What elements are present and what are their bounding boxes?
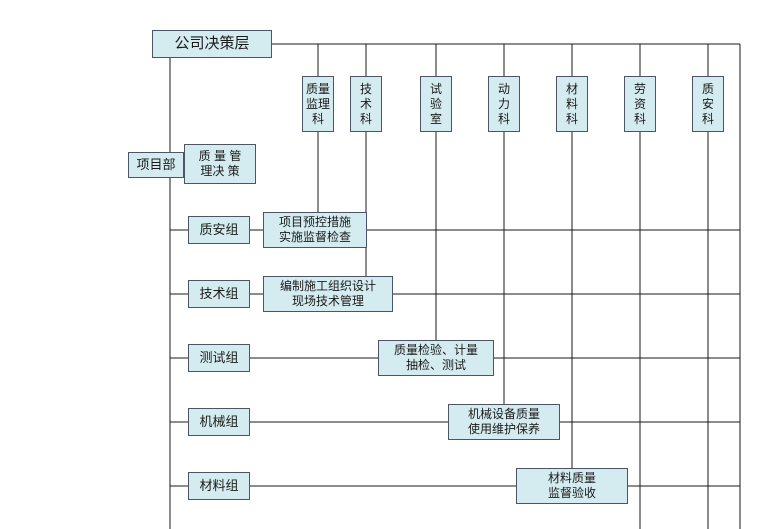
node-label: 机械设备质量 使用维护保养 <box>468 407 540 437</box>
node-label: 测试组 <box>199 350 238 366</box>
node-label: 技 术 科 <box>360 82 372 127</box>
node-dept_mat: 材 料 科 <box>556 76 588 132</box>
node-grp_mach: 机械组 <box>188 408 250 436</box>
node-label: 试 验 室 <box>430 82 442 127</box>
node-grp_tech_d: 编制施工组织设计 现场技术管理 <box>263 276 393 312</box>
node-top: 公司决策层 <box>152 30 272 58</box>
node-grp_qa: 质安组 <box>188 216 250 244</box>
node-proj: 项目部 <box>128 152 184 178</box>
node-label: 编制施工组织设计 现场技术管理 <box>280 279 376 309</box>
node-label: 质量 监理 科 <box>306 82 330 127</box>
node-grp_mach_d: 机械设备质量 使用维护保养 <box>448 404 560 440</box>
node-label: 机械组 <box>199 414 238 430</box>
node-grp_mat: 材料组 <box>188 472 250 500</box>
node-grp_test: 测试组 <box>188 344 250 372</box>
node-label: 项目部 <box>136 157 175 173</box>
node-proj_desc: 质 量 管 理决 策 <box>184 144 256 184</box>
node-grp_test_d: 质量检验、计量 抽检、测试 <box>378 340 494 376</box>
node-label: 质量检验、计量 抽检、测试 <box>394 343 478 373</box>
node-grp_tech: 技术组 <box>188 280 250 308</box>
node-label: 材料组 <box>199 478 238 494</box>
node-label: 劳 资 科 <box>634 82 646 127</box>
node-label: 材料质量 监督验收 <box>548 471 596 501</box>
node-dept_tech: 技 术 科 <box>350 76 382 132</box>
node-dept_lab: 劳 资 科 <box>624 76 656 132</box>
node-label: 技术组 <box>199 286 238 302</box>
node-dept_qa: 质 安 科 <box>692 76 724 132</box>
node-dept_qc: 质量 监理 科 <box>302 76 334 132</box>
node-label: 质 安 科 <box>702 82 714 127</box>
node-label: 公司决策层 <box>174 35 249 54</box>
node-label: 质安组 <box>199 222 238 238</box>
node-grp_qa_d: 项目预控措施 实施监督检查 <box>263 212 367 248</box>
node-label: 材 料 科 <box>566 82 578 127</box>
node-label: 项目预控措施 实施监督检查 <box>279 215 351 245</box>
node-label: 动 力 科 <box>498 82 510 127</box>
node-grp_mat_d: 材料质量 监督验收 <box>516 468 628 504</box>
node-label: 质 量 管 理决 策 <box>199 149 242 179</box>
node-dept_test: 试 验 室 <box>420 76 452 132</box>
node-dept_power: 动 力 科 <box>488 76 520 132</box>
